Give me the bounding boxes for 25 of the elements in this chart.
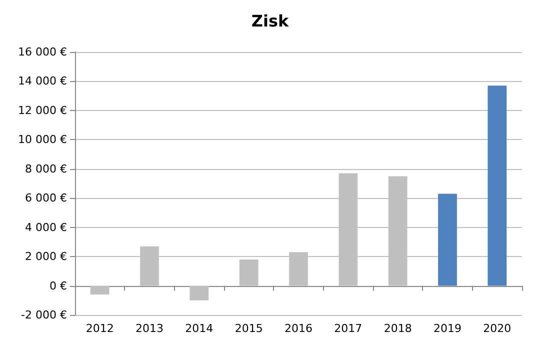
bar (438, 194, 457, 286)
bar (190, 286, 209, 300)
x-tick-label: 2017 (334, 322, 362, 335)
y-tick-label: 4 000 € (25, 220, 67, 234)
chart-title: Zisk (251, 12, 289, 30)
x-tick-label: 2012 (86, 322, 114, 335)
x-tick-label: 2019 (434, 322, 462, 335)
y-tick-label: -2 000 € (21, 308, 67, 322)
bar (488, 86, 507, 286)
x-tick-label: 2013 (136, 322, 164, 335)
y-tick-label: 12 000 € (18, 104, 67, 117)
y-tick-label: 8 000 € (25, 162, 67, 176)
y-tick-label: 0 € (50, 279, 67, 292)
y-tick-label: 16 000 € (18, 46, 67, 58)
bar (90, 286, 110, 295)
y-tick-label: 10 000 € (18, 133, 67, 146)
x-tick-label: 2014 (185, 322, 214, 335)
y-tick-label: 2 000 € (25, 250, 67, 264)
x-tick-label: 2016 (284, 322, 312, 335)
x-tick-label: 2020 (483, 322, 512, 335)
x-tick-label: 2018 (384, 322, 412, 335)
x-tick-label: 2015 (234, 322, 263, 335)
y-tick-label: 6 000 € (25, 192, 67, 205)
y-tick-label: 14 000 € (18, 74, 67, 88)
bar (239, 259, 258, 286)
